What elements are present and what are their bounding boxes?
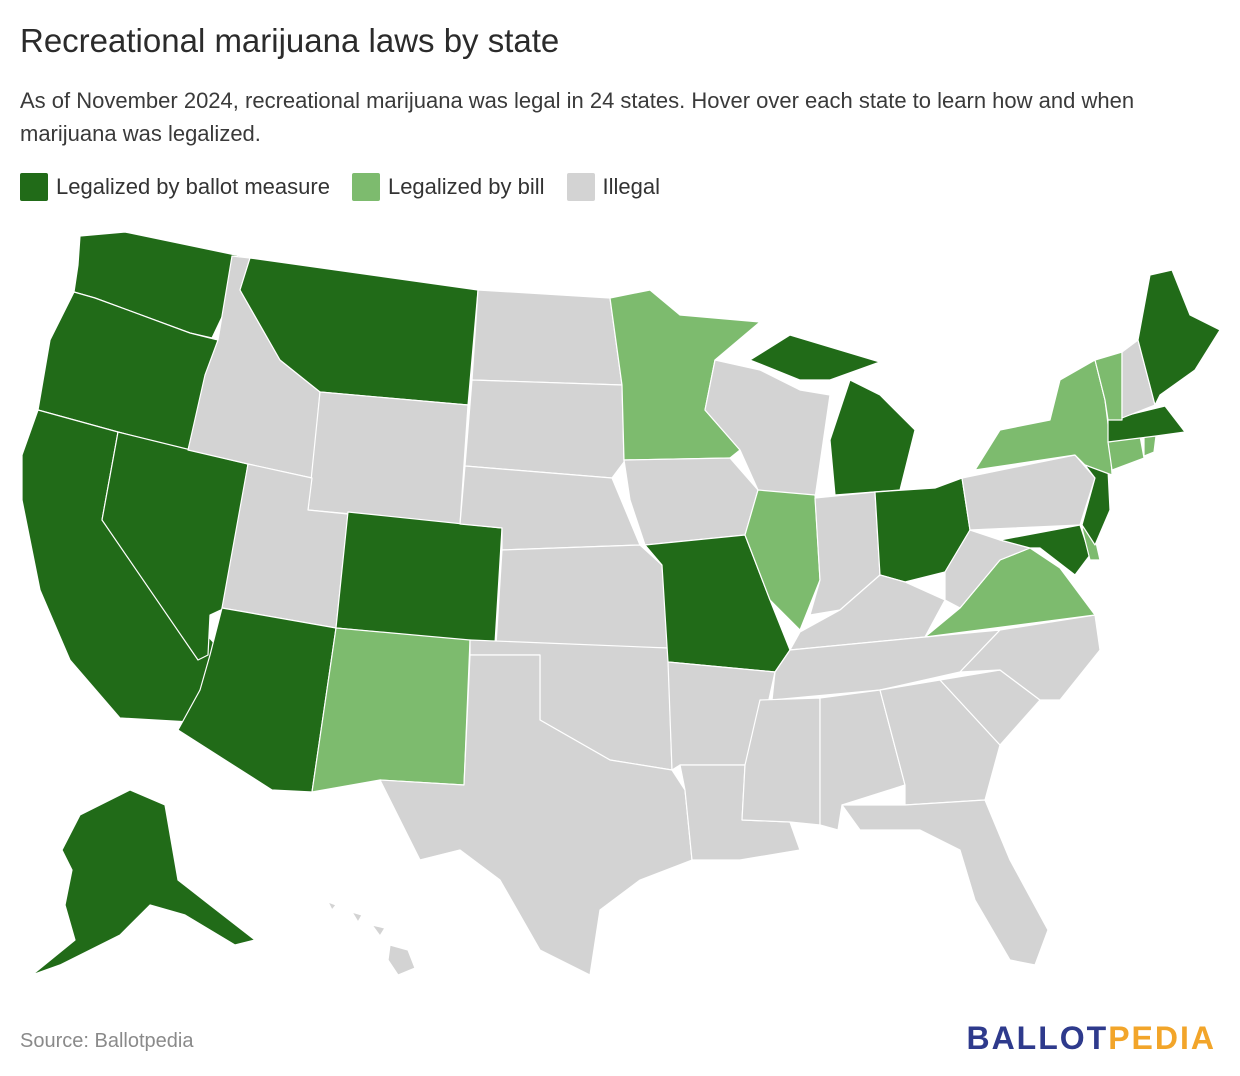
state-nm[interactable] [311, 627, 471, 793]
state-fl[interactable] [841, 799, 1049, 966]
state-ia[interactable] [623, 457, 759, 546]
source-note: Source: Ballotpedia [20, 1030, 194, 1052]
state-md[interactable] [999, 524, 1091, 576]
page-title: Recreational marijuana laws by state [20, 22, 560, 59]
state-co[interactable] [335, 511, 503, 644]
state-nd[interactable] [471, 289, 623, 386]
state-ny[interactable] [974, 359, 1113, 476]
state-ks[interactable] [495, 544, 669, 649]
state-pa[interactable] [961, 454, 1096, 531]
subtitle: As of November 2024, recreational mariju… [20, 88, 1135, 146]
us-map [21, 231, 1221, 976]
legend-item-bill[interactable]: Legalized by bill [351, 173, 545, 201]
legend-label-illegal: Illegal [602, 174, 660, 199]
legend-item-ballot[interactable]: Legalized by ballot measure [20, 173, 330, 201]
state-il[interactable] [744, 489, 821, 631]
state-ma[interactable] [1107, 405, 1186, 443]
legend: Legalized by ballot measure Legalized by… [20, 173, 682, 201]
legend-label-ballot: Legalized by ballot measure [56, 174, 330, 199]
state-hi[interactable] [327, 901, 416, 976]
legend-label-bill: Legalized by bill [387, 174, 545, 199]
state-me[interactable] [1137, 269, 1221, 406]
legend-swatch-bill [351, 173, 380, 201]
state-ak[interactable] [31, 789, 256, 976]
legend-swatch-ballot [20, 173, 48, 201]
state-ri[interactable] [1143, 435, 1157, 457]
state-wy[interactable] [307, 391, 469, 525]
ballotpedia-logo: BALLOTPEDIA [966, 1020, 1216, 1056]
state-nc[interactable] [959, 614, 1101, 701]
state-sd[interactable] [464, 379, 625, 479]
state-vt[interactable] [1094, 351, 1123, 421]
legend-item-illegal[interactable]: Illegal [566, 173, 660, 201]
legend-swatch-illegal [566, 173, 595, 201]
state-tx[interactable] [379, 654, 693, 976]
